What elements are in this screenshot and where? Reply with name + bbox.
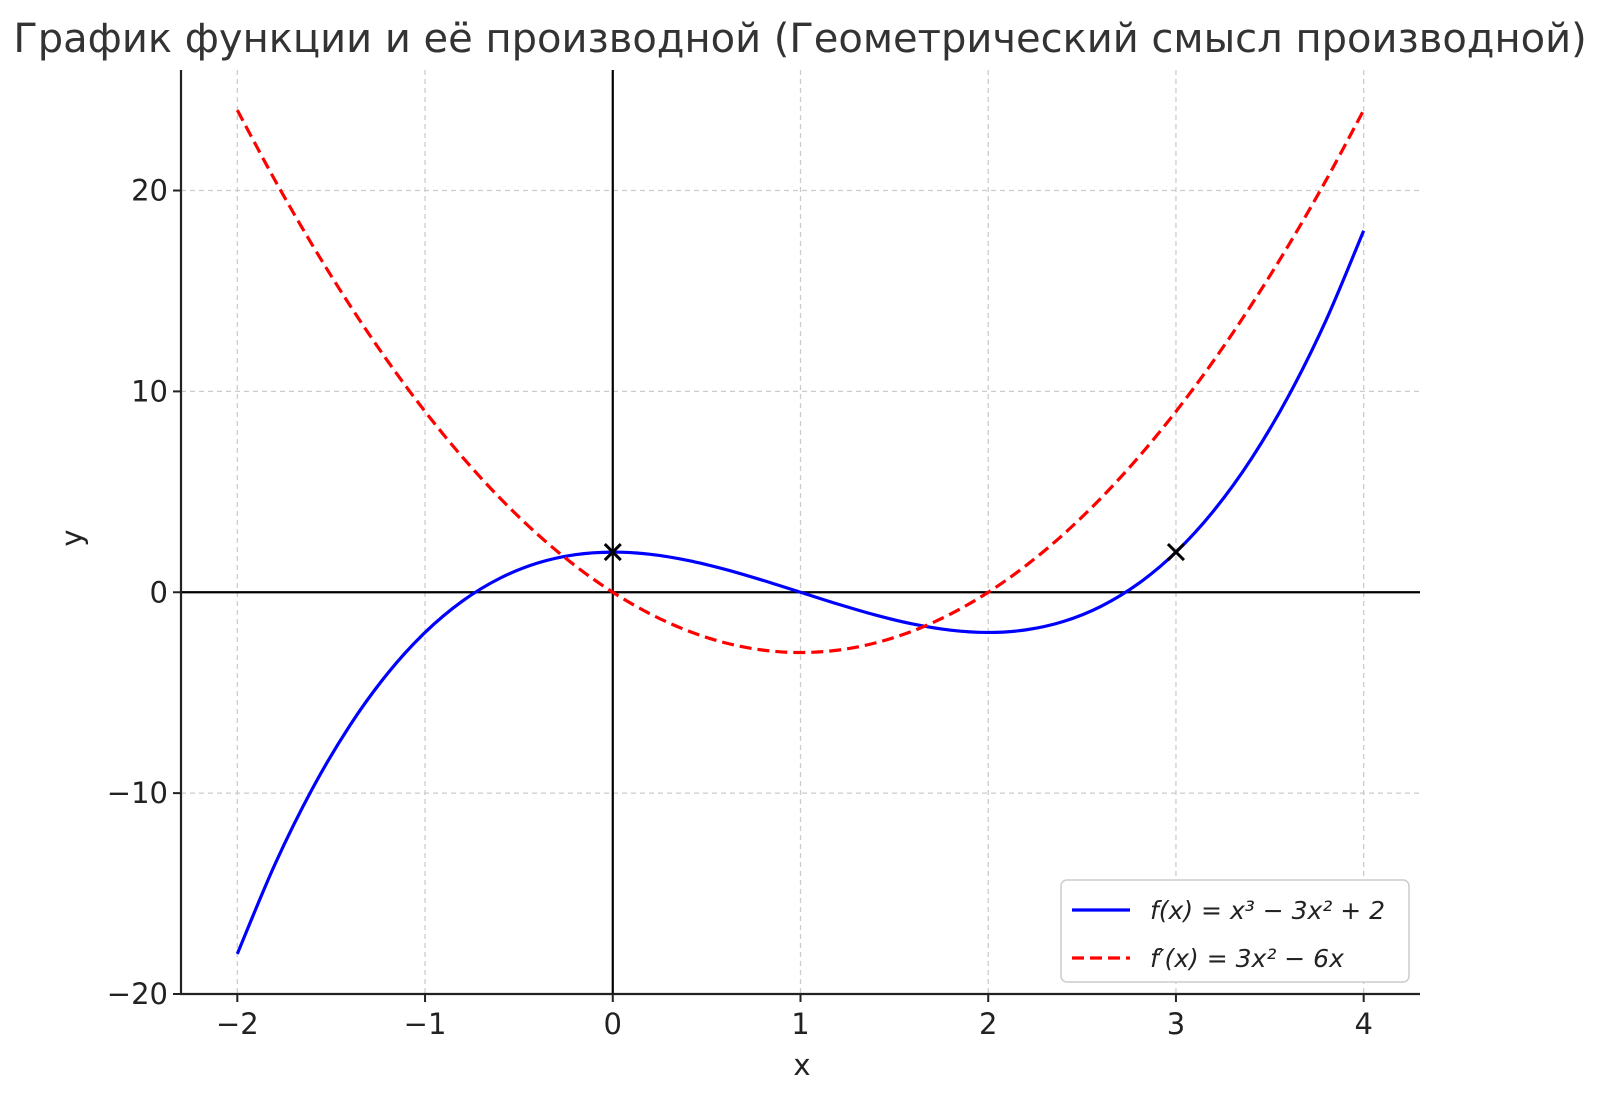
legend-label-0: f(x) = x³ − 3x² + 2 [1150,896,1385,925]
grid [181,70,1420,995]
chart-title: График функции и её производной (Геометр… [13,16,1586,62]
x-tick-label-6: 4 [1354,1007,1372,1041]
marker-0 [603,543,622,562]
markers-group [603,543,1186,562]
marker-0-stroke-b [603,543,622,562]
legend: f(x) = x³ − 3x² + 2 f′(x) = 3x² − 6x [1060,879,1410,983]
x-axis-label: x [793,1048,810,1082]
y-tick-label-3: 10 [131,374,168,408]
y-axis-label: y [55,529,89,546]
series-line-1 [235,109,1366,655]
x-tick-label-3: 1 [791,1007,809,1041]
x-tick-label-1: −1 [404,1007,447,1041]
legend-label-1: f′(x) = 3x² − 6x [1150,944,1344,973]
y-tick-label-4: 20 [131,174,168,208]
x-tick-label-0: −2 [216,1007,259,1041]
y-tick-label-2: 0 [150,575,168,609]
x-tick-label-5: 3 [1167,1007,1185,1041]
marker-1 [1166,543,1186,562]
x-tick-label-2: 0 [604,1007,622,1041]
marker-1-stroke-b [1166,543,1186,562]
x-tick-label-4: 2 [979,1007,997,1041]
y-tick-label-1: −10 [107,776,168,810]
legend-box [1060,879,1410,983]
series-group [235,109,1366,955]
y-tick-label-0: −20 [107,977,168,1011]
series-line-0 [235,230,1366,955]
